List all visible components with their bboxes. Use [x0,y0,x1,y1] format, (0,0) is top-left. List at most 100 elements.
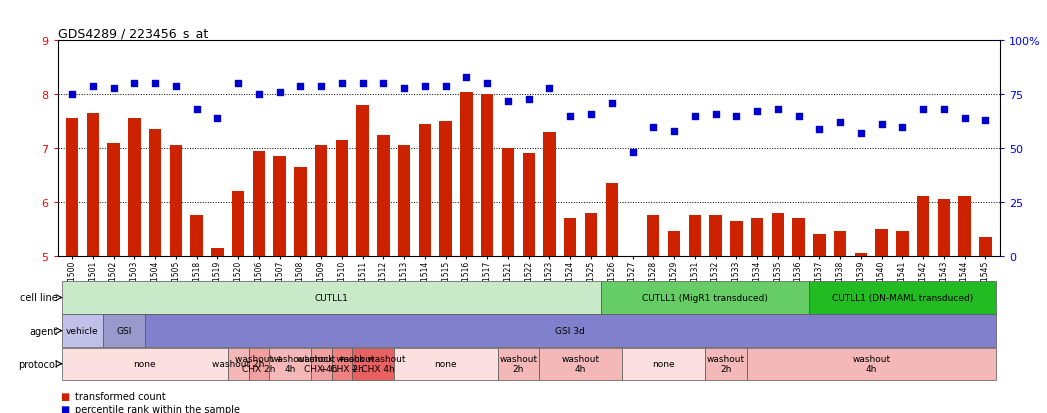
Point [147,81,163,88]
Text: washout
4h: washout 4h [271,354,309,373]
Text: washout +
CHX 4h: washout + CHX 4h [297,354,346,373]
Point [852,131,869,137]
Bar [875,229,888,256]
Point [645,124,662,131]
Point [624,150,641,156]
Bar [269,348,311,380]
Bar [252,151,265,256]
Text: washout
2h: washout 2h [499,354,537,373]
Bar [896,232,909,256]
Point [977,117,994,124]
Text: washout 2h: washout 2h [211,359,264,368]
Point [749,109,765,116]
Point [106,85,122,92]
Point [313,83,330,90]
Text: none: none [652,359,675,368]
Point [292,83,309,90]
Bar [149,130,161,256]
Point [562,113,579,120]
Bar [248,348,269,380]
Text: washout
4h: washout 4h [561,354,600,373]
Text: mock washout
+ CHX 2h: mock washout + CHX 2h [309,354,375,373]
Bar [170,146,182,256]
Bar [104,315,144,347]
Point [499,98,516,105]
Text: none: none [435,359,458,368]
Point [831,120,848,126]
Point [541,85,558,92]
Text: none: none [133,359,156,368]
Point [334,81,351,88]
Text: CUTLL1 (MigR1 transduced): CUTLL1 (MigR1 transduced) [642,293,768,302]
Point [873,122,890,128]
Bar [336,140,349,256]
Text: CUTLL1: CUTLL1 [314,293,349,302]
Point [396,85,413,92]
Bar [605,183,618,256]
Bar [191,216,203,256]
Point [770,107,786,113]
Bar [647,216,660,256]
Bar [814,235,825,256]
Bar [332,348,352,380]
Point [790,113,807,120]
Bar [564,218,577,256]
Bar [979,237,992,256]
Point [250,92,267,98]
Text: washout +
CHX 2h: washout + CHX 2h [235,354,283,373]
Point [417,83,433,90]
Point [209,115,226,122]
Bar [352,348,394,380]
Bar [854,253,867,256]
Point [582,111,599,118]
Point [915,107,932,113]
Bar [622,348,706,380]
Bar [601,282,809,314]
Point [707,111,723,118]
Text: ■: ■ [60,392,69,401]
Bar [917,197,930,256]
Point [478,81,495,88]
Point [956,115,973,122]
Bar [377,135,389,256]
Text: vehicle: vehicle [66,326,98,335]
Point [687,113,704,120]
Bar [751,218,763,256]
Point [603,100,620,107]
Text: ■: ■ [60,404,69,413]
Bar [502,149,514,256]
Text: GSI: GSI [116,326,132,335]
Text: protocol: protocol [18,359,58,369]
Bar [108,143,119,256]
Point [459,74,475,81]
Text: GSI 3d: GSI 3d [555,326,585,335]
Bar [62,348,228,380]
Point [271,90,288,96]
Bar [311,348,332,380]
Bar [833,232,846,256]
Bar [128,119,140,256]
Bar [481,95,493,256]
Bar [497,348,539,380]
Bar [938,199,950,256]
Point [520,96,537,102]
Bar [730,221,742,256]
Point [375,81,392,88]
Bar [709,216,721,256]
Bar [228,348,248,380]
Bar [294,167,307,256]
Bar [66,119,79,256]
Text: mock washout
+ CHX 4h: mock washout + CHX 4h [340,354,406,373]
Bar [232,192,244,256]
Bar [585,213,597,256]
Bar [398,146,410,256]
Point [728,113,744,120]
Text: GDS4289 / 223456_s_at: GDS4289 / 223456_s_at [58,27,208,40]
Bar [87,114,99,256]
Point [935,107,952,113]
Point [229,81,246,88]
Text: transformed count: transformed count [75,392,166,401]
Bar [522,154,535,256]
Bar [706,348,747,380]
Bar [747,348,996,380]
